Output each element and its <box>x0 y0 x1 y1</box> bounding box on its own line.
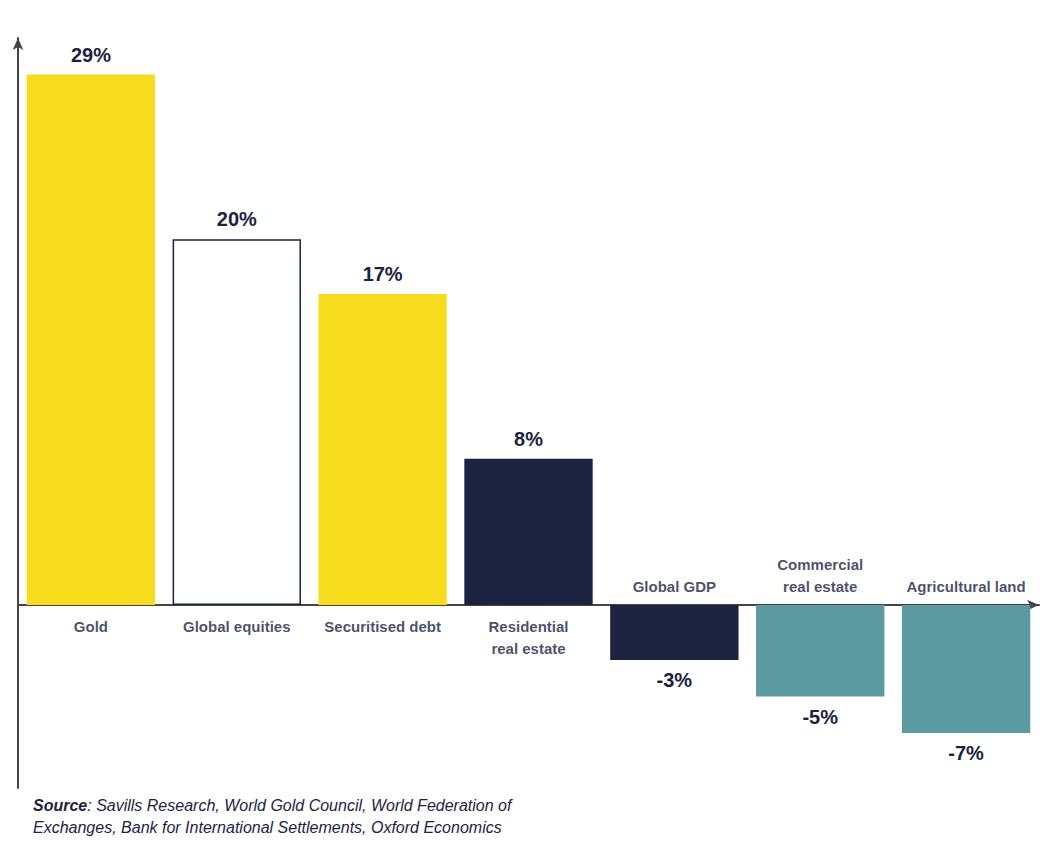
svg-text:: Savills Research, World Gold: : Savills Research, World Gold Council, … <box>87 797 513 814</box>
svg-text:-5%: -5% <box>802 706 838 728</box>
svg-text:Exchanges, Bank for Internatio: Exchanges, Bank for International Settle… <box>33 819 502 836</box>
svg-text:Agricultural land: Agricultural land <box>906 578 1025 595</box>
svg-text:Global equities: Global equities <box>183 618 291 635</box>
svg-text:-7%: -7% <box>948 742 984 764</box>
svg-text:Securitised debt: Securitised debt <box>324 618 441 635</box>
svg-text:29%: 29% <box>71 44 111 66</box>
svg-text:-3%: -3% <box>657 669 693 691</box>
svg-text:20%: 20% <box>217 208 257 230</box>
svg-text:17%: 17% <box>363 263 403 285</box>
svg-text:8%: 8% <box>514 428 543 450</box>
svg-text:Source: Source <box>33 797 87 814</box>
svg-text:Residential: Residential <box>488 618 568 635</box>
svg-text:Commercial: Commercial <box>777 556 863 573</box>
svg-text:Global GDP: Global GDP <box>633 578 716 595</box>
svg-text:Gold: Gold <box>74 618 108 635</box>
svg-text:real estate: real estate <box>783 578 857 595</box>
svg-text:real estate: real estate <box>491 640 565 657</box>
